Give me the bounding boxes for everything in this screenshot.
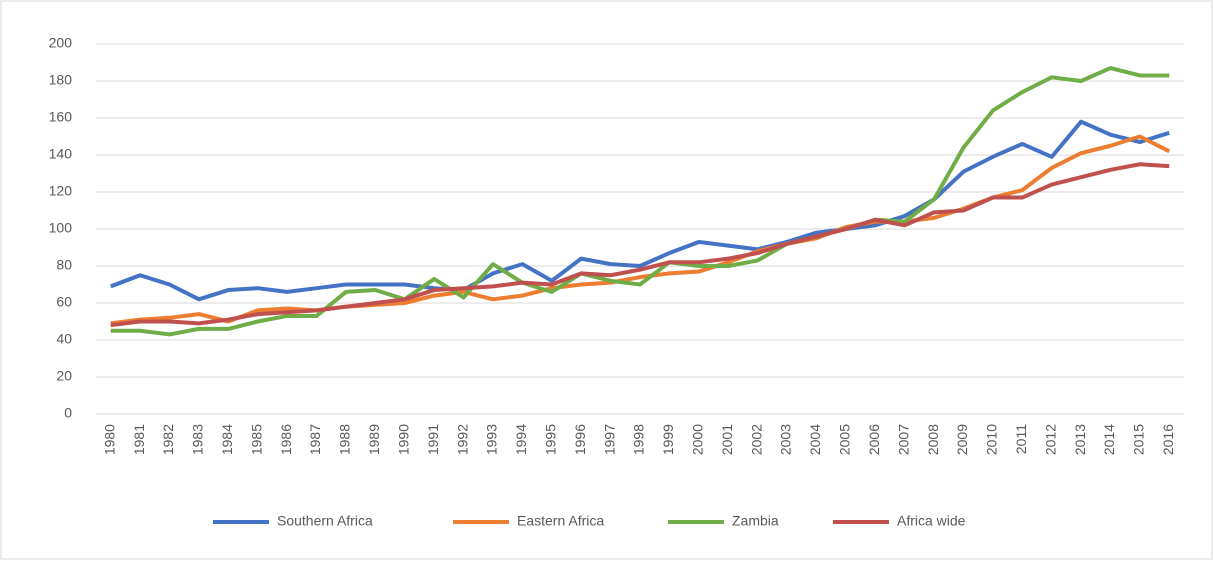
x-tick-label: 1999 — [660, 424, 676, 455]
legend-label: Eastern Africa — [517, 513, 604, 529]
x-tick-label: 1989 — [366, 424, 382, 455]
legend-label: Southern Africa — [277, 513, 373, 529]
x-tick-label: 2015 — [1131, 424, 1147, 455]
y-tick-label: 100 — [49, 220, 73, 236]
x-tick-label: 2008 — [925, 424, 941, 455]
x-tick-label: 1980 — [101, 424, 117, 455]
line-series — [109, 119, 1170, 302]
y-tick-label: 200 — [49, 35, 73, 51]
x-tick-label: 2016 — [1160, 424, 1176, 455]
line-series — [110, 66, 1170, 337]
x-tick-label: 1985 — [248, 424, 264, 455]
x-tick-label: 2011 — [1013, 424, 1029, 454]
y-tick-label: 180 — [49, 72, 73, 88]
x-tick-label: 2012 — [1042, 424, 1058, 455]
y-tick-label: 80 — [56, 257, 72, 273]
x-tick-label: 2002 — [748, 424, 764, 455]
x-tick-label: 1994 — [513, 424, 529, 455]
x-tick-label: 2004 — [807, 424, 823, 455]
x-tick-label: 2014 — [1101, 424, 1117, 455]
x-tick-label: 2013 — [1072, 424, 1088, 455]
y-tick-label: 0 — [64, 405, 72, 421]
y-tick-label: 40 — [56, 331, 72, 347]
x-tick-label: 1995 — [542, 424, 558, 455]
x-tick-label: 1984 — [219, 424, 235, 455]
y-tick-label: 60 — [56, 294, 72, 310]
y-tick-label: 120 — [49, 183, 73, 199]
legend-label: Zambia — [732, 513, 779, 529]
x-tick-label: 1997 — [601, 424, 617, 455]
line-series — [110, 162, 1170, 328]
x-tick-label: 1990 — [395, 424, 411, 455]
x-tick-label: 1998 — [631, 424, 647, 455]
x-tick-label: 1986 — [278, 424, 294, 455]
x-tick-label: 1992 — [454, 424, 470, 455]
x-tick-label: 1987 — [307, 424, 323, 455]
x-tick-label: 1983 — [190, 424, 206, 455]
x-tick-label: 2010 — [984, 424, 1000, 455]
x-tick-label: 1993 — [484, 424, 500, 455]
x-tick-label: 1988 — [337, 424, 353, 455]
y-tick-label: 20 — [56, 368, 72, 384]
x-tick-label: 2009 — [954, 424, 970, 455]
x-tick-label: 2006 — [866, 424, 882, 455]
x-tick-label: 1982 — [160, 424, 176, 455]
x-tick-label: 2000 — [690, 424, 706, 455]
x-tick-label: 2001 — [719, 424, 735, 455]
x-tick-label: 2003 — [778, 424, 794, 455]
y-tick-label: 140 — [49, 146, 73, 162]
x-tick-label: 2005 — [837, 424, 853, 455]
x-tick-label: 1996 — [572, 424, 588, 455]
legend-label: Africa wide — [897, 513, 966, 529]
x-tick-label: 1981 — [131, 424, 147, 455]
y-tick-label: 160 — [49, 109, 73, 125]
x-tick-label: 1991 — [425, 424, 441, 455]
x-tick-label: 2007 — [895, 424, 911, 455]
